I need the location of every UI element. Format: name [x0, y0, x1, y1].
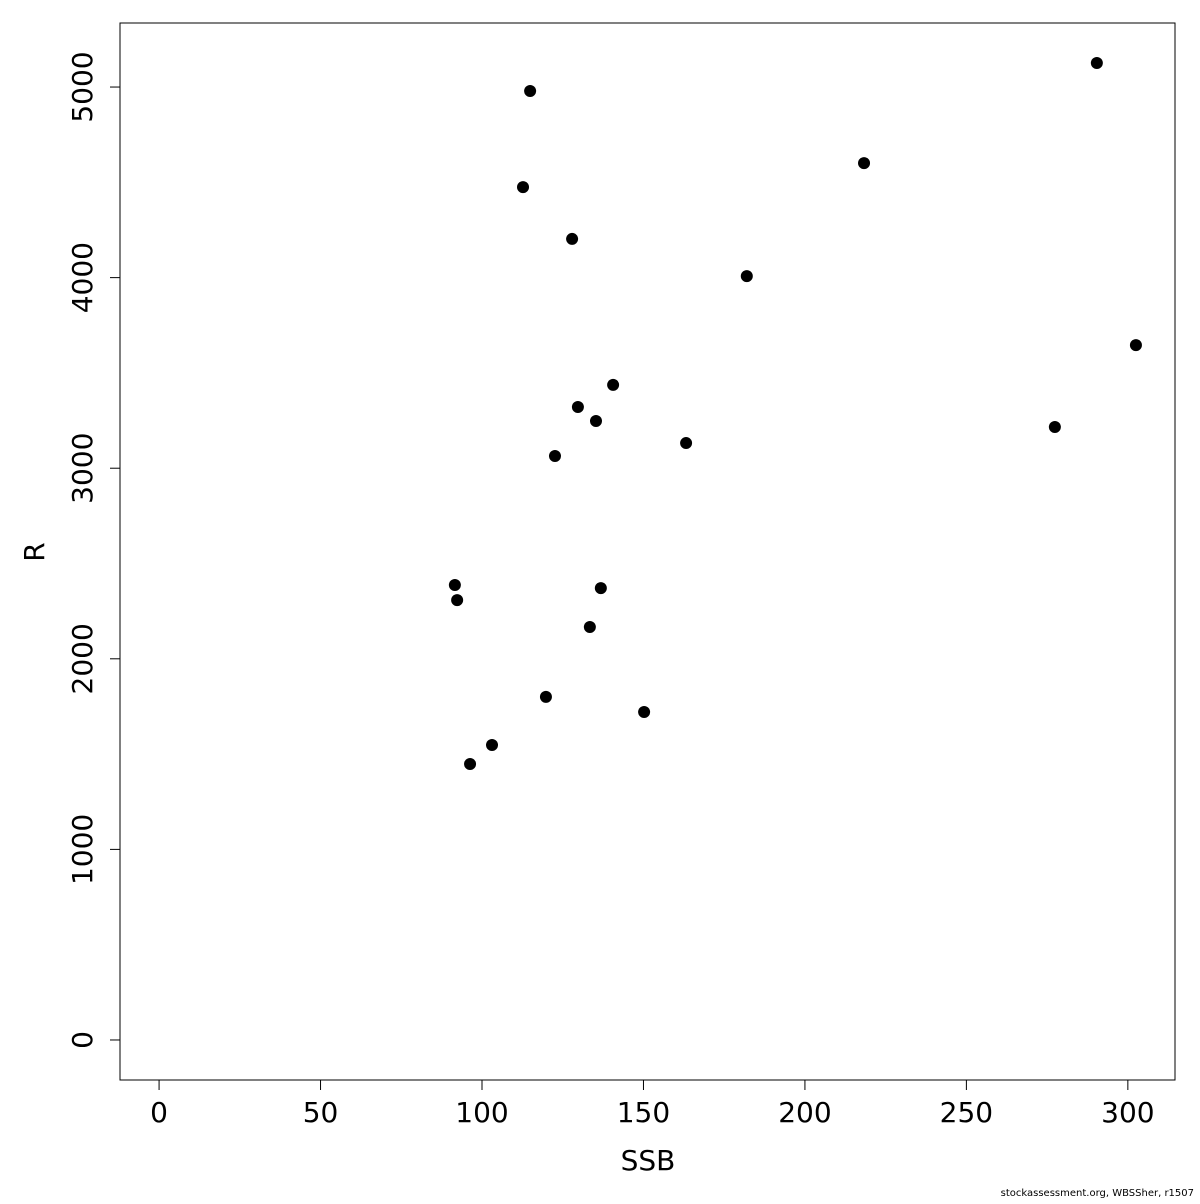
point	[539, 690, 552, 703]
point	[607, 378, 620, 391]
y-tick-label: 5000	[66, 51, 99, 122]
x-tick-label: 50	[303, 1096, 339, 1129]
y-tick-label: 1000	[66, 814, 99, 885]
y-tick-label: 3000	[66, 433, 99, 504]
point	[589, 414, 602, 427]
y-tick-label: 4000	[66, 242, 99, 313]
x-axis-label: SSB	[621, 1144, 676, 1177]
x-tick-label: 150	[617, 1096, 670, 1129]
y-axis-label: R	[18, 542, 51, 561]
point	[448, 579, 461, 592]
point	[583, 620, 596, 633]
point	[594, 582, 607, 595]
point	[571, 401, 584, 414]
point	[638, 705, 651, 718]
point	[1090, 57, 1103, 70]
point	[566, 232, 579, 245]
point	[517, 181, 530, 194]
x-tick-label: 0	[150, 1096, 168, 1129]
point	[858, 157, 871, 170]
x-tick-label: 300	[1101, 1096, 1154, 1129]
x-tick-label: 200	[778, 1096, 831, 1129]
point	[486, 738, 499, 751]
y-tick-label: 0	[66, 1031, 99, 1049]
point	[680, 437, 693, 450]
point	[1048, 421, 1061, 434]
point	[1129, 339, 1142, 352]
x-tick-label: 250	[940, 1096, 993, 1129]
point	[548, 450, 561, 463]
point	[524, 85, 537, 98]
point	[451, 594, 464, 607]
x-tick-label: 100	[455, 1096, 508, 1129]
y-tick-label: 2000	[66, 623, 99, 694]
point	[740, 270, 753, 283]
footer: stockassessment.org, WBSSher, r1507	[1001, 1188, 1194, 1199]
point	[464, 758, 477, 771]
plot-frame	[119, 22, 1176, 1081]
